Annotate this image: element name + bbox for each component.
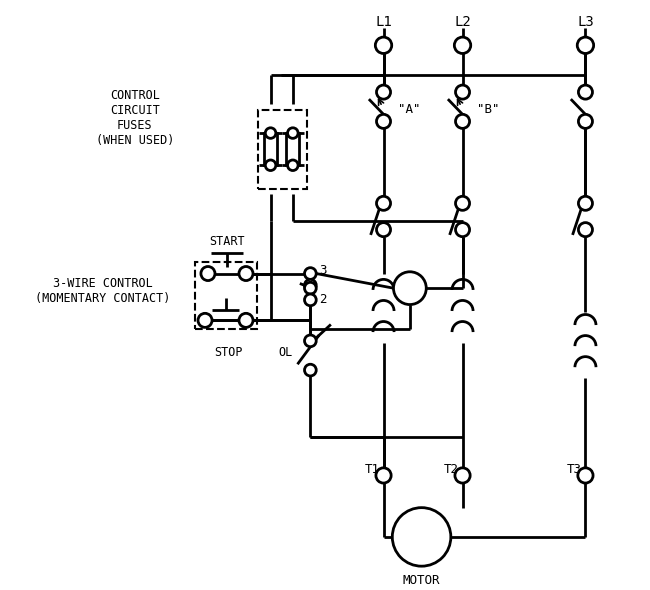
Circle shape — [456, 114, 469, 129]
Circle shape — [578, 114, 592, 129]
Circle shape — [287, 128, 298, 138]
Circle shape — [456, 222, 469, 237]
Circle shape — [201, 267, 215, 281]
Text: MOTOR: MOTOR — [403, 574, 440, 587]
Bar — [195, 262, 257, 329]
Circle shape — [239, 313, 253, 327]
Text: 3-WIRE CONTROL
(MOMENTARY CONTACT): 3-WIRE CONTROL (MOMENTARY CONTACT) — [35, 277, 170, 305]
Text: L1: L1 — [375, 15, 392, 29]
Circle shape — [287, 160, 298, 171]
Circle shape — [375, 37, 392, 54]
Circle shape — [265, 160, 276, 171]
Circle shape — [578, 196, 592, 210]
Circle shape — [578, 222, 592, 237]
Text: "B": "B" — [477, 103, 500, 116]
Circle shape — [265, 128, 276, 138]
Circle shape — [393, 507, 451, 566]
Circle shape — [304, 364, 316, 376]
Text: L3: L3 — [577, 15, 594, 29]
Circle shape — [454, 37, 471, 54]
Text: OL: OL — [279, 346, 293, 359]
Circle shape — [376, 85, 391, 99]
Text: L2: L2 — [454, 15, 471, 29]
Text: T2: T2 — [444, 463, 459, 476]
Circle shape — [393, 272, 426, 304]
Circle shape — [304, 283, 316, 294]
Circle shape — [304, 280, 316, 291]
Bar — [264, 133, 277, 165]
Circle shape — [376, 222, 391, 237]
Circle shape — [198, 313, 212, 327]
Bar — [287, 133, 299, 165]
Circle shape — [304, 335, 316, 347]
Circle shape — [578, 85, 592, 99]
Circle shape — [456, 85, 469, 99]
Bar — [257, 110, 307, 189]
Circle shape — [239, 267, 253, 281]
Text: START: START — [209, 235, 245, 248]
Text: T1: T1 — [365, 463, 380, 476]
Circle shape — [578, 468, 593, 483]
Circle shape — [304, 268, 316, 280]
Text: "A": "A" — [398, 103, 421, 116]
Circle shape — [304, 294, 316, 306]
Circle shape — [376, 196, 391, 210]
Circle shape — [577, 37, 593, 54]
Circle shape — [376, 114, 391, 129]
Circle shape — [456, 196, 469, 210]
Text: STOP: STOP — [214, 346, 242, 359]
Text: 3: 3 — [319, 264, 327, 277]
Circle shape — [455, 468, 470, 483]
Text: CONTROL
CIRCUIT
FUSES
(WHEN USED): CONTROL CIRCUIT FUSES (WHEN USED) — [96, 90, 174, 148]
Circle shape — [376, 468, 391, 483]
Text: T3: T3 — [567, 463, 582, 476]
Text: 2: 2 — [319, 293, 327, 306]
